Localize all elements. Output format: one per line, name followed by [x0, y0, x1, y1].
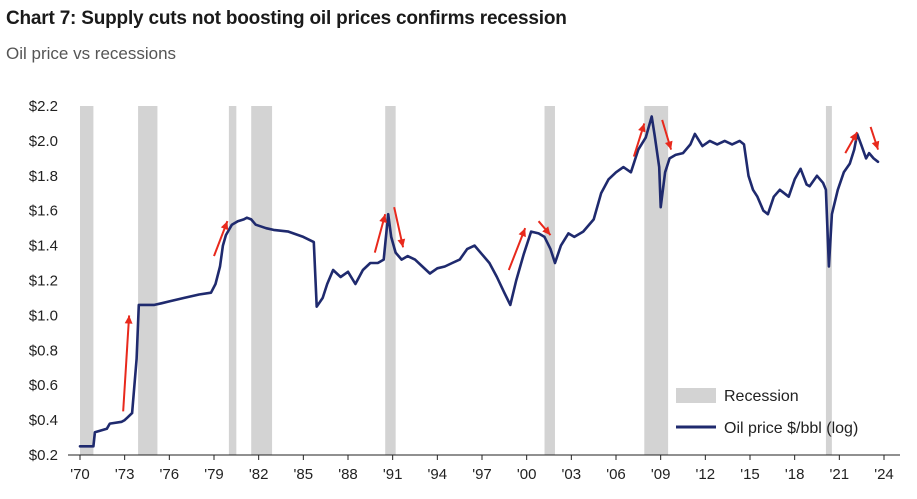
- trend-arrow-2: [373, 213, 387, 253]
- x-tick-label: '06: [606, 466, 626, 483]
- trend-arrow-head: [542, 226, 551, 236]
- trend-arrow-head: [379, 214, 387, 224]
- x-tick-label: '00: [517, 466, 537, 483]
- x-tick-label: '24: [874, 466, 894, 483]
- recession-band-7: [825, 106, 832, 455]
- chart-title: Chart 7: Supply cuts not boosting oil pr…: [6, 8, 567, 29]
- x-tick-label: '18: [785, 466, 805, 483]
- recession-bands: [80, 106, 832, 455]
- trend-arrow-head: [124, 315, 133, 324]
- y-tick-label: $1.4: [29, 238, 58, 255]
- x-tick-label: '76: [160, 466, 180, 483]
- y-tick-label: $1.0: [29, 307, 58, 324]
- x-tick-label: '79: [204, 466, 224, 483]
- x-tick-label: '21: [830, 466, 850, 483]
- trend-arrow-shaft: [122, 315, 131, 412]
- y-tick-label: $0.6: [29, 377, 58, 394]
- trend-arrow-head: [871, 140, 880, 150]
- recession-band-3: [251, 106, 273, 455]
- recession-band-1: [138, 106, 158, 455]
- trend-arrow-4: [507, 227, 527, 271]
- y-tick-label: $2.2: [29, 98, 58, 115]
- x-tick-label: '03: [562, 466, 582, 483]
- x-tick-label: '15: [740, 466, 760, 483]
- x-tick-labels: '70 '73 '76 '79 '82 '85 '88 '91 '94 '97 '00 '03 '06 '…: [70, 466, 894, 483]
- y-tick-label: $1.6: [29, 203, 58, 220]
- x-tick-label: '09: [651, 466, 671, 483]
- x-tick-label: '85: [294, 466, 314, 483]
- chart-subtitle: Oil price vs recessions: [6, 44, 177, 63]
- recession-band-5: [544, 106, 555, 455]
- series-line-oil-price: [78, 115, 880, 448]
- x-tick-label: '88: [338, 466, 358, 483]
- y-tick-label: $0.4: [29, 412, 58, 429]
- legend-line-label: Oil price $/bbl (log): [724, 420, 858, 437]
- trend-arrow-9: [869, 126, 880, 150]
- trend-arrow-head: [849, 132, 858, 142]
- trend-arrow-5: [537, 220, 552, 236]
- trend-arrows: [122, 119, 880, 412]
- trend-arrow-head: [638, 123, 646, 133]
- x-tick-label: '73: [115, 466, 135, 483]
- trend-arrow-3: [393, 206, 406, 248]
- trend-arrow-head: [220, 221, 229, 231]
- trend-arrow-8: [844, 131, 859, 154]
- y-tick-label: $0.8: [29, 342, 58, 359]
- oil-price-series: [78, 115, 880, 448]
- recession-band-6: [644, 106, 669, 455]
- legend-recession-swatch: [676, 388, 716, 403]
- y-tick-label: $1.8: [29, 168, 58, 185]
- trend-arrow-head: [518, 228, 526, 238]
- legend-recession-label: Recession: [724, 388, 799, 405]
- y-tick-labels: $0.2 $0.4 $0.6 $0.8 $1.0 $1.2 $1.4 $1.6 $1.8 $2.0…: [29, 98, 58, 464]
- trend-arrow-6: [632, 123, 646, 157]
- x-tick-label: '70: [70, 466, 90, 483]
- x-tick-label: '97: [472, 466, 492, 483]
- x-tick-label: '82: [249, 466, 269, 483]
- recession-band-4: [385, 106, 396, 455]
- axes: [68, 454, 900, 460]
- trend-arrow-1: [213, 220, 229, 257]
- x-tick-label: '91: [383, 466, 403, 483]
- trend-arrow-7: [661, 119, 673, 150]
- y-tick-label: $2.0: [29, 133, 58, 150]
- trend-arrow-0: [122, 315, 133, 412]
- recession-band-0: [80, 106, 94, 455]
- legend: Recession Oil price $/bbl (log): [676, 388, 858, 437]
- recession-band-2: [228, 106, 237, 455]
- y-tick-label: $0.2: [29, 447, 58, 464]
- trend-arrow-head: [665, 140, 673, 150]
- x-tick-label: '12: [696, 466, 716, 483]
- x-tick-label: '94: [428, 466, 448, 483]
- y-tick-label: $1.2: [29, 273, 58, 290]
- trend-arrow-head: [397, 238, 406, 248]
